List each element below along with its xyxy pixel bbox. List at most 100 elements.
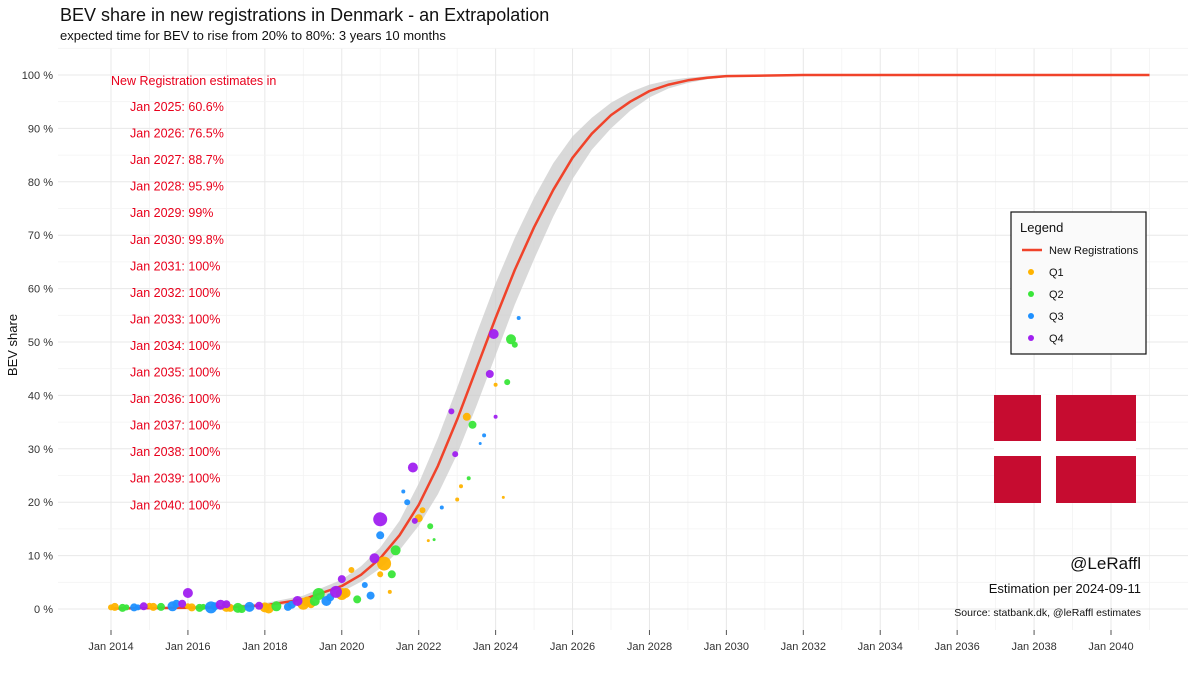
data-point-q2	[427, 523, 434, 530]
chart-subtitle: expected time for BEV to rise from 20% t…	[60, 28, 446, 43]
points-layer	[108, 316, 521, 614]
estimate-item: Jan 2037: 100%	[130, 419, 220, 433]
legend-label-new-registrations: New Registrations	[1049, 245, 1139, 257]
data-point-q4	[178, 599, 187, 608]
y-axis-ticks: 0 % 10 % 20 % 30 % 40 % 50 % 60 % 70 % 80 % 90 % 1…	[22, 70, 53, 616]
legend-box	[1010, 211, 1147, 355]
x-tick-label: Jan 2024	[473, 641, 518, 653]
y-tick-label: 50 %	[28, 337, 53, 349]
data-point-q1	[493, 382, 498, 387]
data-point-q2	[271, 601, 282, 612]
data-point-q2	[353, 595, 362, 604]
x-tick-label: Jan 2020	[319, 641, 364, 653]
estimate-item: Jan 2038: 100%	[130, 445, 220, 459]
estimate-item: Jan 2025: 60.6%	[130, 100, 224, 114]
data-point-q2	[123, 604, 130, 611]
fit-line-new-registrations	[110, 73, 1150, 610]
data-point-q2	[200, 603, 207, 610]
x-tick-label: Jan 2032	[781, 641, 826, 653]
y-tick-label: 0 %	[34, 604, 53, 616]
data-point-q3	[439, 505, 444, 510]
data-point-q3	[376, 531, 385, 540]
legend-swatch-q3	[1028, 313, 1034, 319]
x-tick-label: Jan 2018	[242, 641, 287, 653]
estimates-annotation: New Registration estimates in Jan 2025: …	[111, 74, 276, 512]
estimate-item: Jan 2040: 100%	[130, 498, 220, 512]
y-tick-label: 40 %	[28, 390, 53, 402]
data-point-q2	[468, 420, 477, 429]
data-point-q3	[516, 316, 521, 320]
data-point-q2	[157, 602, 165, 611]
x-tick-label: Jan 2040	[1088, 641, 1133, 653]
source-note: Source: statbank.dk, @leRaffl estimates	[954, 607, 1141, 619]
data-point-q2	[387, 570, 396, 579]
data-point-q3	[134, 604, 141, 611]
data-point-q1	[149, 602, 158, 611]
data-point-q4	[452, 451, 459, 458]
x-tick-label: Jan 2016	[165, 641, 210, 653]
data-point-q1	[462, 412, 471, 421]
legend: Legend New Registrations Q1 Q2 Q3 Q4	[1010, 211, 1147, 355]
data-point-q4	[411, 517, 418, 524]
data-point-q4	[493, 414, 498, 419]
data-point-q3	[361, 582, 368, 588]
data-point-q4	[139, 602, 148, 611]
data-point-q1	[187, 603, 196, 612]
estimate-item: Jan 2026: 76.5%	[130, 127, 224, 141]
data-point-q1	[110, 602, 119, 611]
data-point-q4	[369, 553, 380, 564]
estimates-header: New Registration estimates in	[111, 74, 276, 88]
x-tick-label: Jan 2038	[1011, 641, 1056, 653]
data-point-q3	[172, 599, 181, 608]
data-point-q1	[387, 589, 392, 594]
y-tick-label: 80 %	[28, 177, 53, 189]
x-tick-label: Jan 2028	[627, 641, 672, 653]
data-point-q4	[292, 596, 303, 606]
data-point-q2	[504, 379, 511, 386]
y-axis-label: BEV share	[5, 314, 20, 376]
estimate-item: Jan 2039: 100%	[130, 472, 220, 486]
x-tick-label: Jan 2022	[396, 641, 441, 653]
y-tick-label: 70 %	[28, 230, 53, 242]
data-point-q1	[263, 603, 274, 614]
data-point-q1	[459, 484, 463, 489]
data-point-q4	[222, 600, 231, 609]
data-point-q1	[340, 588, 351, 598]
data-point-q2	[312, 588, 325, 600]
data-point-q4	[330, 585, 342, 598]
estimate-item: Jan 2036: 100%	[130, 392, 220, 406]
data-point-q2	[506, 334, 516, 345]
data-point-q1	[377, 556, 392, 571]
estimation-date: Estimation per 2024-09-11	[989, 581, 1141, 596]
y-tick-label: 60 %	[28, 284, 53, 296]
estimate-item: Jan 2027: 88.7%	[130, 153, 224, 167]
y-tick-label: 10 %	[28, 551, 53, 563]
legend-title: Legend	[1020, 220, 1063, 235]
flag-cross-vertical	[1041, 395, 1056, 503]
data-point-q1	[377, 571, 384, 578]
data-point-q4	[337, 575, 346, 584]
data-point-q3	[478, 442, 482, 445]
data-point-q4	[488, 329, 499, 339]
legend-label-q1: Q1	[1049, 267, 1064, 279]
data-point-q3	[404, 499, 411, 506]
estimate-item: Jan 2033: 100%	[130, 312, 220, 326]
data-point-q4	[448, 408, 455, 415]
x-tick-label: Jan 2030	[704, 641, 749, 653]
x-axis-ticks: Jan 2014 Jan 2016 Jan 2018 Jan 2020 Jan 2022…	[88, 630, 1134, 653]
estimate-item: Jan 2031: 100%	[130, 259, 220, 273]
legend-label-q2: Q2	[1049, 289, 1064, 301]
chart-title: BEV share in new registrations in Denmar…	[60, 5, 550, 25]
x-tick-label: Jan 2026	[550, 641, 595, 653]
author-handle: @LeRaffl	[1070, 554, 1141, 573]
data-point-q2	[237, 605, 246, 613]
data-point-q1	[501, 495, 505, 499]
x-tick-label: Jan 2014	[88, 641, 133, 653]
estimate-item: Jan 2035: 100%	[130, 366, 220, 380]
data-point-q4	[485, 370, 494, 378]
y-tick-label: 100 %	[22, 70, 53, 82]
data-point-q3	[366, 591, 375, 600]
data-point-q4	[407, 462, 418, 473]
data-point-q4	[182, 588, 193, 598]
